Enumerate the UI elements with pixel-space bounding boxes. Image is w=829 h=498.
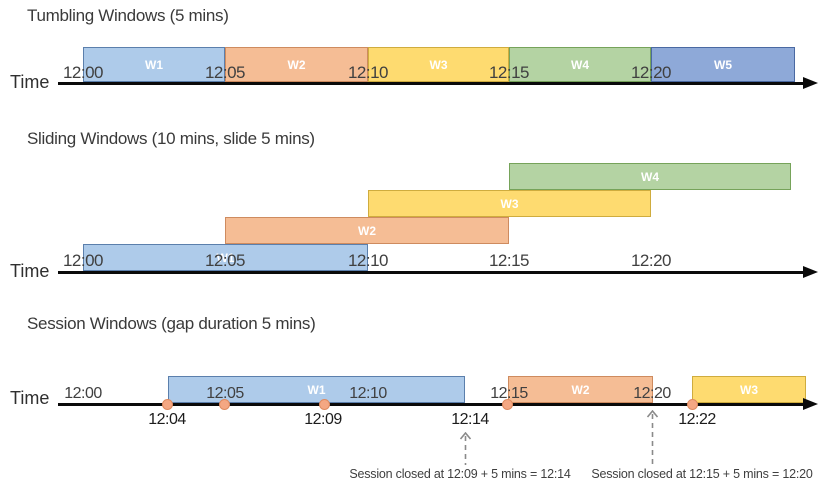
axis-arrowhead-icon [803, 266, 818, 278]
window-box-w5: W5 [651, 47, 795, 82]
window-label: W4 [641, 169, 659, 184]
event-dot [319, 399, 330, 410]
window-label: W1 [145, 57, 163, 72]
event-dot [219, 399, 230, 410]
event-dot [687, 399, 698, 410]
tick-label: 12:10 [349, 385, 387, 402]
window-box-w3: W3 [368, 190, 651, 217]
timeline-axis [58, 403, 806, 406]
window-label: W1 [216, 250, 235, 265]
tick-label: 12:10 [347, 251, 389, 270]
window-label: W2 [358, 223, 376, 238]
axis-arrowhead-icon [803, 398, 818, 410]
tick-label: 12:05 [204, 251, 246, 270]
window-box-w3: W3 [692, 376, 806, 403]
window-label: W3 [740, 382, 758, 397]
window-box-w2: W2 [225, 217, 509, 244]
tick-label: 12:05 [206, 385, 244, 402]
tick-label: 12:20 [630, 251, 672, 270]
tick-label: 12:10 [347, 63, 389, 82]
tumbling-title: Tumbling Windows (5 mins) [27, 6, 229, 25]
window-label: W2 [571, 382, 590, 397]
tick-label: 12:15 [488, 63, 530, 82]
event-time-label: 12:04 [148, 411, 186, 428]
window-box-w1: W1 [83, 244, 368, 271]
event-dot [502, 399, 513, 410]
event-time-label: 12:14 [451, 411, 489, 428]
window-label: W3 [500, 196, 519, 211]
window-box-w1: W1 [83, 47, 225, 82]
axis-arrowhead-icon [803, 77, 818, 89]
tick-label: 12:20 [633, 385, 671, 402]
sliding-title: Sliding Windows (10 mins, slide 5 mins) [27, 129, 315, 148]
time-axis-label: Time [10, 72, 50, 92]
tick-label: 12:15 [488, 251, 530, 270]
time-axis-label: Time [10, 261, 50, 281]
tick-label: 12:00 [62, 251, 104, 270]
window-box-w3: W3 [368, 47, 509, 82]
window-box-w1: W1 [168, 376, 465, 403]
tick-label: 12:20 [630, 63, 672, 82]
session-title: Session Windows (gap duration 5 mins) [27, 314, 316, 333]
session-close-arrow-icon [646, 410, 659, 465]
window-box-w2: W2 [508, 376, 653, 403]
window-label: W2 [287, 57, 306, 72]
time-axis-label: Time [10, 388, 50, 408]
window-box-w2: W2 [225, 47, 368, 82]
window-label: W1 [307, 382, 326, 397]
event-dot [162, 399, 173, 410]
window-label: W4 [571, 57, 589, 72]
window-label: W3 [429, 57, 448, 72]
session-close-annotation: Session closed at 12:09 + 5 mins = 12:14 [349, 467, 571, 481]
tick-label: 12:00 [64, 385, 102, 402]
tick-label: 12:15 [490, 385, 528, 402]
tick-label: 12:00 [62, 63, 104, 82]
timeline-axis [58, 271, 806, 274]
session-close-annotation: Session closed at 12:15 + 5 mins = 12:20 [591, 467, 813, 481]
session-close-arrow-icon [459, 432, 472, 465]
event-time-label: 12:09 [304, 411, 342, 428]
window-box-w4: W4 [509, 163, 791, 190]
event-time-label: 12:22 [678, 411, 716, 428]
timeline-axis [58, 82, 806, 85]
window-box-w4: W4 [509, 47, 651, 82]
window-label: W5 [714, 57, 732, 72]
tick-label: 12:05 [204, 63, 246, 82]
